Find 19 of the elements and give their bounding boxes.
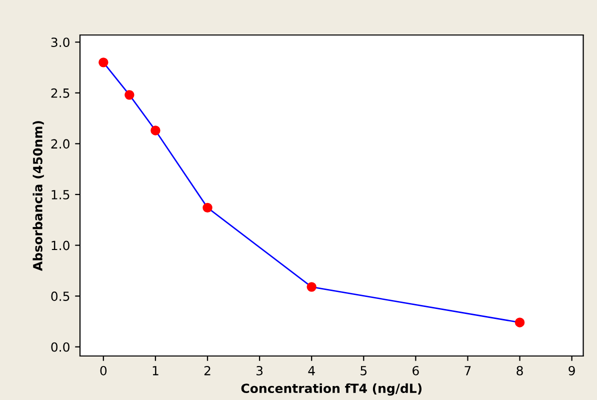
y-tick-label: 1.0 <box>52 240 70 250</box>
x-tick-label: 5 <box>360 366 367 376</box>
x-tick-label: 3 <box>256 366 263 376</box>
y-tick-label: 0.0 <box>51 342 70 352</box>
x-tick-label: 9 <box>568 366 575 376</box>
y-tick-label: 0.5 <box>51 292 70 301</box>
x-tick-label: 8 <box>516 366 523 376</box>
y-axis-title: Absorbancia (450nm) <box>32 121 44 271</box>
y-tick-label: 2.5 <box>51 88 70 98</box>
x-tick-label: 6 <box>412 366 419 376</box>
x-axis-title: Concentration fT4 (ng/dL) <box>241 383 422 396</box>
x-tick-label: 4 <box>308 366 315 376</box>
x-tick-label: 0 <box>100 366 107 376</box>
x-tick-label: 7 <box>464 366 471 376</box>
y-tick-label: 2.0 <box>51 139 70 149</box>
y-tick-label: 1.5 <box>52 190 70 200</box>
x-tick-label: 2 <box>204 366 210 376</box>
y-tick-label: 3.0 <box>51 38 70 48</box>
x-tick-label: 1 <box>152 366 158 376</box>
